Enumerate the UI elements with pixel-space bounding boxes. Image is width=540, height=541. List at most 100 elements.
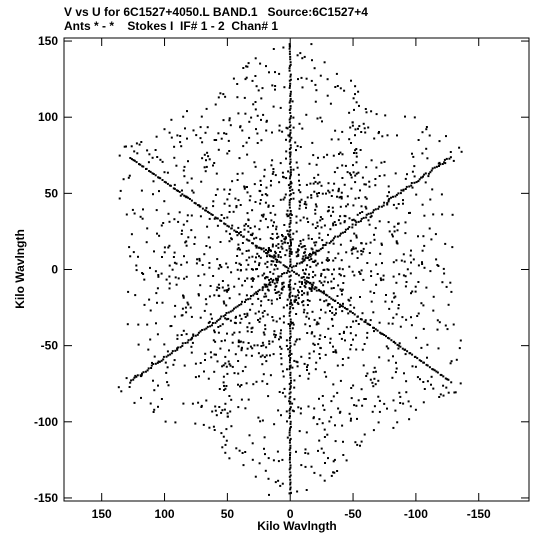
uv-point — [238, 449, 241, 452]
uv-point — [239, 321, 242, 324]
uv-point — [289, 185, 292, 188]
uv-point — [160, 272, 163, 275]
uv-point — [354, 93, 356, 96]
uv-point — [276, 259, 279, 261]
uv-point — [155, 292, 158, 295]
uv-point — [307, 237, 310, 240]
uv-point — [459, 382, 462, 385]
uv-point — [350, 344, 353, 346]
uv-point — [295, 230, 298, 233]
uv-point — [270, 260, 273, 263]
uv-point — [265, 295, 268, 298]
uv-point — [288, 383, 291, 385]
uv-point — [296, 301, 299, 304]
uv-point — [364, 108, 367, 110]
uv-point — [365, 216, 368, 219]
uv-point — [397, 203, 400, 205]
uv-point — [256, 252, 259, 255]
uv-point — [337, 187, 340, 190]
uv-point — [305, 282, 308, 285]
uv-point — [272, 48, 275, 50]
uv-point — [279, 251, 282, 253]
uv-point — [396, 421, 399, 424]
uv-point — [405, 185, 408, 188]
uv-point — [247, 263, 250, 266]
uv-point — [289, 371, 292, 374]
uv-point — [417, 180, 420, 183]
uv-point — [268, 249, 270, 252]
uv-point — [275, 320, 278, 323]
uv-point — [326, 257, 329, 260]
uv-point — [281, 283, 284, 286]
uv-point — [129, 381, 132, 384]
y-tick-label: -100 — [34, 415, 58, 429]
uv-point — [288, 126, 291, 128]
uv-point — [325, 259, 328, 261]
uv-point — [258, 189, 261, 192]
uv-point — [314, 253, 317, 256]
uv-point — [314, 244, 317, 247]
uv-point — [164, 420, 167, 423]
uv-point — [218, 287, 221, 290]
uv-point — [156, 361, 159, 364]
uv-point — [369, 212, 372, 215]
uv-point — [402, 199, 404, 202]
uv-point — [302, 245, 305, 248]
uv-point — [199, 316, 202, 319]
uv-point — [369, 378, 372, 381]
uv-point — [239, 263, 242, 266]
uv-point — [292, 168, 295, 171]
uv-point — [134, 294, 137, 297]
uv-point — [397, 222, 399, 225]
uv-point — [258, 264, 260, 267]
uv-point — [325, 241, 328, 244]
uv-point — [367, 323, 370, 326]
uv-point — [282, 198, 285, 201]
uv-point — [152, 363, 155, 365]
uv-point — [399, 395, 402, 398]
uv-point — [291, 402, 294, 405]
uv-point — [380, 279, 383, 282]
uv-point — [342, 440, 344, 443]
uv-point — [316, 262, 319, 265]
uv-point — [269, 284, 272, 287]
uv-point — [215, 414, 218, 417]
uv-point — [414, 365, 417, 368]
uv-point — [172, 363, 175, 366]
uv-point — [264, 277, 267, 280]
uv-point — [286, 269, 289, 272]
uv-point — [236, 234, 239, 237]
uv-point — [255, 128, 257, 131]
uv-point — [280, 357, 283, 360]
uv-point — [334, 235, 337, 238]
uv-point — [281, 171, 284, 174]
uv-point — [278, 338, 280, 341]
uv-point — [334, 440, 337, 443]
uv-point — [262, 113, 265, 116]
uv-point — [361, 211, 364, 213]
uv-point — [273, 282, 276, 285]
uv-point — [300, 464, 303, 467]
uv-point — [224, 355, 227, 358]
uv-point — [278, 391, 281, 393]
uv-point — [217, 283, 220, 286]
uv-point — [334, 257, 337, 260]
uv-point — [165, 278, 168, 281]
uv-point — [289, 323, 292, 326]
uv-point — [449, 151, 452, 153]
uv-point — [299, 286, 302, 288]
uv-point — [146, 149, 149, 152]
uv-point — [263, 310, 266, 312]
uv-point — [405, 391, 408, 394]
uv-point — [277, 409, 280, 412]
uv-point — [329, 228, 332, 231]
uv-point — [310, 196, 313, 199]
uv-point — [318, 353, 321, 355]
uv-point — [332, 259, 335, 262]
uv-point — [393, 296, 396, 299]
uv-point — [282, 281, 285, 284]
uv-point — [363, 320, 366, 323]
uv-point — [395, 259, 398, 262]
uv-point — [288, 288, 291, 291]
uv-point — [182, 294, 184, 297]
